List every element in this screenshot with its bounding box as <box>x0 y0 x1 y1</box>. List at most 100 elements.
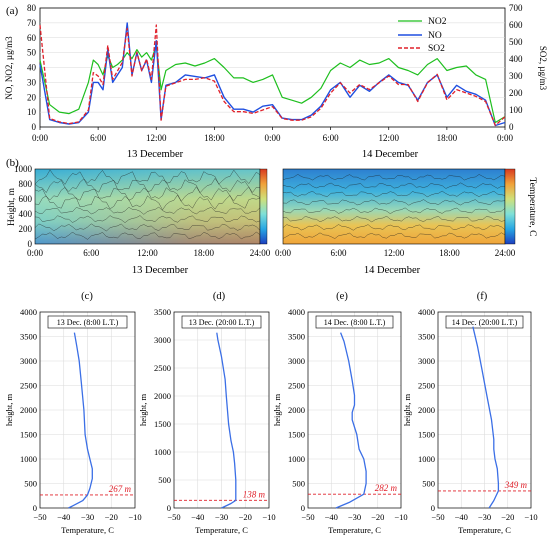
panel-a-ytick-label: 20 <box>27 92 37 102</box>
profile-ylabel: height, m <box>402 394 412 426</box>
panel-d: (d) 0 500 1000 1500 2000 2500 3000 3500 −50 −40 −30… <box>138 291 276 535</box>
panel-a-xtick-label: 0:00 <box>497 133 514 143</box>
panel-b: (b) 0 200 400 600 800 1000 0:00 6:00 12:00 18:00… <box>6 157 537 276</box>
profile-title: 14 Dec. (20:00 L.T.) <box>452 318 518 327</box>
mixing-height-label: 138 m <box>243 489 266 499</box>
contour-line <box>282 207 506 214</box>
panel-b-ytick-label: 0 <box>28 239 33 249</box>
series-line-so2 <box>39 24 506 126</box>
contour-line <box>282 215 506 223</box>
profile-xlabel: Temperature, C <box>328 525 381 535</box>
mixing-height-label: 349 m <box>504 480 528 490</box>
profile-xtick-label: −10 <box>394 512 407 522</box>
panel-b-day-1: 13 December <box>132 265 189 276</box>
profile-ytick-label: 3000 <box>154 335 171 345</box>
profile-ytick-label: 1500 <box>418 430 435 440</box>
panel-a-ytick-right-label: 200 <box>509 88 523 98</box>
panel-b-xtick-label: 24:00 <box>250 248 271 258</box>
profile-ytick-label: 3000 <box>288 356 305 366</box>
colorbar-1 <box>259 168 268 245</box>
legend-no-label: NO <box>428 31 442 41</box>
profile-xtick-label: −50 <box>167 512 180 522</box>
panel-a-x-ticks: 0:00 6:00 12:00 18:00 0:00 6:00 12:00 18:00 0:00 <box>32 127 514 143</box>
profile-ytick-label: 1000 <box>154 447 171 457</box>
contour-line <box>282 232 506 239</box>
panel-b-ytick-label: 400 <box>19 209 33 219</box>
profile-xtick-label: −40 <box>455 512 468 522</box>
profile-ytick-label: 1000 <box>288 454 305 464</box>
profile-ytick-label: 500 <box>422 479 435 489</box>
contour-line <box>34 169 261 185</box>
profile-xtick-label: −40 <box>325 512 338 522</box>
profile-ytick-label: 2000 <box>20 405 37 415</box>
profile-ytick-label: 3500 <box>288 332 305 342</box>
temperature-profile-line <box>472 326 500 509</box>
panel-a-y-ticks-right: 0 100 200 300 400 500 600 700 <box>509 3 523 132</box>
heatmap-day-1 <box>34 168 261 245</box>
panel-b-xtick-label: 18:00 <box>193 248 214 258</box>
panel-a-ytick-right-label: 300 <box>509 71 523 81</box>
contour-line <box>282 174 506 181</box>
panel-a-xtick-label: 18:00 <box>437 133 458 143</box>
contour-line <box>282 182 505 189</box>
panel-b-xtick-label: 0:00 <box>27 248 44 258</box>
panel-a-y-ticks: 0 10 20 30 40 50 60 70 80 <box>27 3 37 132</box>
panel-a-ytick-label: 30 <box>27 77 37 87</box>
profile-title: 13 Dec. (20:00 L.T.) <box>189 318 255 327</box>
panel-a-ytick-label: 50 <box>27 48 37 58</box>
profile-ylabel: height, m <box>272 394 282 426</box>
panel-a-ytick-label: 40 <box>27 63 37 73</box>
profile-ylabel: height, m <box>138 394 148 426</box>
profile-xtick-label: −40 <box>191 512 204 522</box>
panel-a-ytick-right-label: 0 <box>509 122 514 132</box>
profile-xtick-label: −50 <box>431 512 444 522</box>
panel-a-ytick-label: 10 <box>27 107 37 117</box>
profile-title: 13 Dec. (8:00 L.T.) <box>57 318 119 327</box>
profile-xtick-label: −20 <box>371 512 384 522</box>
profile-ylabel: height, m <box>4 394 14 426</box>
panel-b-xtick-label: 0:00 <box>275 248 292 258</box>
profile-ytick-label: 3500 <box>154 307 171 317</box>
panel-a-ytick-label: 0 <box>32 122 37 132</box>
panel-b-x-ticks: 0:00 6:00 12:00 18:00 24:00 0:00 6:00 12:00 18:0… <box>27 248 516 258</box>
temperature-profile-line <box>335 332 367 509</box>
panel-a-xtick-label: 12:00 <box>146 133 167 143</box>
panel-a-ytick-label: 60 <box>27 33 37 43</box>
legend-so2-label: SO2 <box>428 44 445 54</box>
profile-ytick-label: 0 <box>33 503 37 513</box>
profile-xtick-label: −30 <box>348 512 361 522</box>
panel-a-day-2: 14 December <box>362 149 419 160</box>
profile-title-box <box>315 315 394 329</box>
heatmap-contours <box>34 169 506 240</box>
profile-title-box <box>47 315 128 329</box>
profile-xtick-label: −20 <box>501 512 514 522</box>
panel-a-ytick-right-label: 500 <box>509 37 523 47</box>
contour-line <box>34 223 261 232</box>
heatmap-day-2 <box>282 168 506 245</box>
profile-xtick-label: −30 <box>478 512 491 522</box>
panel-a-xtick-label: 12:00 <box>378 133 399 143</box>
profile-ytick-label: 2500 <box>154 363 171 373</box>
profile-panels: (c) 0 500 1000 1500 2000 2500 3000 3500 4000 −50 −4… <box>4 291 538 535</box>
profile-ytick-label: 2500 <box>20 381 37 391</box>
panel-b-colorbar-label: Temperature, C <box>527 178 537 237</box>
profile-frame <box>39 311 136 509</box>
panel-a-ylabel-right: SO2, µg/m3 <box>538 46 548 91</box>
contour-line <box>282 190 506 198</box>
panel-label-b: (b) <box>6 157 19 169</box>
panel-a-ytick-right-label: 600 <box>509 20 523 30</box>
profile-ytick-label: 3500 <box>20 332 37 342</box>
panel-label-a: (a) <box>6 5 19 17</box>
panel-b-ytick-label: 600 <box>19 194 33 204</box>
profile-xlabel: Temperature, C <box>195 525 248 535</box>
contour-line <box>34 206 261 215</box>
profile-ytick-label: 0 <box>431 503 435 513</box>
profile-xtick-label: −50 <box>33 512 46 522</box>
profile-xtick-label: −50 <box>301 512 314 522</box>
profile-ytick-label: 4000 <box>20 307 37 317</box>
profile-ytick-label: 500 <box>292 479 305 489</box>
contour-line <box>34 177 261 194</box>
profile-xtick-label: −30 <box>81 512 94 522</box>
panel-b-ytick-label: 200 <box>19 224 33 234</box>
panel-a-ytick-label: 80 <box>27 3 37 13</box>
